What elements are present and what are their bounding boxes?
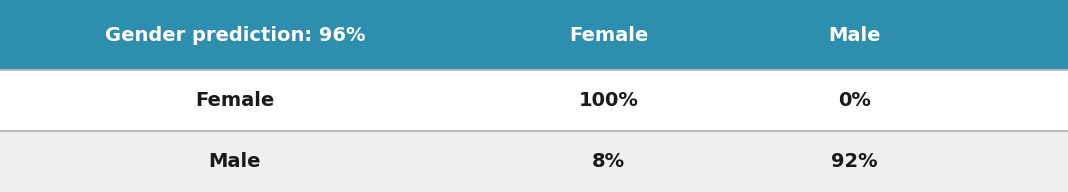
Text: Gender prediction: 96%: Gender prediction: 96% — [105, 26, 365, 45]
Text: Female: Female — [195, 91, 274, 110]
Text: Male: Male — [208, 152, 262, 171]
Text: Female: Female — [569, 26, 648, 45]
Text: 92%: 92% — [831, 152, 878, 171]
Text: Male: Male — [828, 26, 881, 45]
Bar — [0, 0, 1068, 70]
Text: 8%: 8% — [592, 152, 626, 171]
Bar — [0, 131, 1068, 192]
Text: 0%: 0% — [838, 91, 870, 110]
Text: 100%: 100% — [579, 91, 639, 110]
Bar — [0, 70, 1068, 131]
